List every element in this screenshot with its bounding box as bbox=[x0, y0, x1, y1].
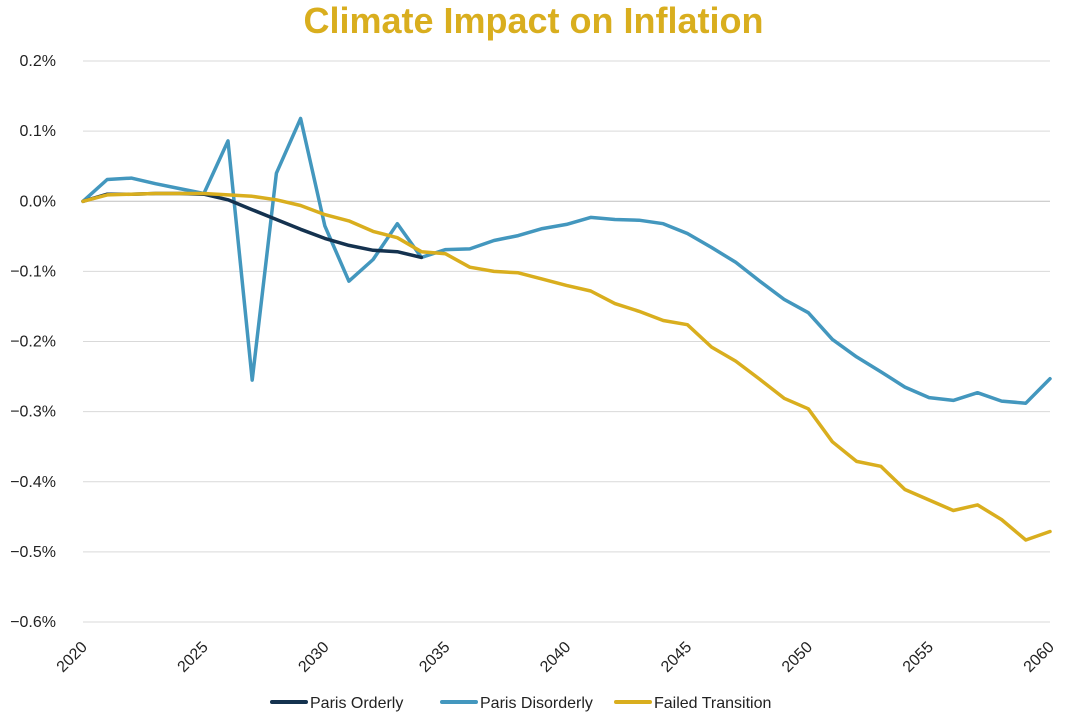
grid-lines bbox=[83, 60, 1050, 623]
x-tick-label: 2055 bbox=[900, 639, 937, 676]
y-tick-label: −0.2% bbox=[10, 334, 56, 351]
chart-title: Climate Impact on Inflation bbox=[303, 0, 764, 41]
y-tick-label: −0.1% bbox=[10, 263, 56, 280]
y-tick-label: −0.4% bbox=[10, 474, 56, 491]
series-line-paris-orderly bbox=[81, 191, 424, 260]
y-tick-label: 0.2% bbox=[20, 53, 56, 70]
x-tick-label: 2025 bbox=[175, 639, 212, 676]
x-tick-label: 2050 bbox=[779, 639, 816, 676]
legend: Paris Orderly Paris Disorderly Failed Tran… bbox=[270, 695, 771, 712]
x-axis-tick-labels: 2020 2025 2030 2035 2040 2045 2050 2055 2060 bbox=[54, 639, 1058, 676]
y-axis-tick-labels: 0.2% 0.1% 0.0% −0.1% −0.2% −0.3% −0.4% −0.5% −0.… bbox=[10, 53, 56, 631]
y-tick-label: 0.0% bbox=[20, 193, 56, 210]
x-tick-label: 2040 bbox=[537, 639, 574, 676]
series-lines bbox=[81, 116, 1052, 542]
series-line-paris-disorderly bbox=[81, 116, 1052, 405]
y-tick-label: −0.3% bbox=[10, 404, 56, 421]
x-tick-label: 2035 bbox=[416, 639, 453, 676]
x-tick-label: 2020 bbox=[54, 639, 91, 676]
legend-label: Paris Orderly bbox=[310, 695, 403, 712]
legend-label: Failed Transition bbox=[654, 695, 771, 712]
y-tick-label: 0.1% bbox=[20, 123, 56, 140]
y-tick-label: −0.6% bbox=[10, 614, 56, 631]
x-tick-label: 2045 bbox=[658, 639, 695, 676]
y-tick-label: −0.5% bbox=[10, 544, 56, 561]
x-tick-label: 2060 bbox=[1021, 639, 1058, 676]
x-tick-label: 2030 bbox=[295, 639, 332, 676]
series-line-failed-transition bbox=[81, 191, 1052, 542]
legend-label: Paris Disorderly bbox=[480, 695, 593, 712]
